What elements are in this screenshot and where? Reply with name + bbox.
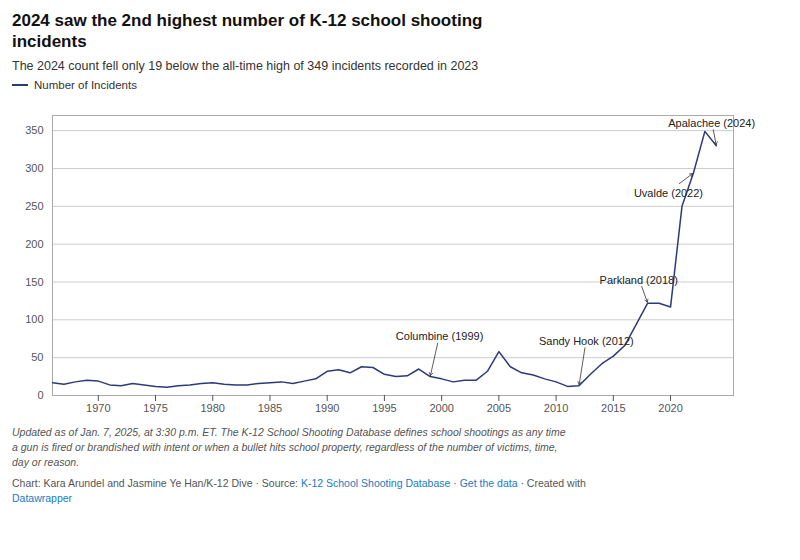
svg-text:300: 300: [25, 161, 43, 173]
svg-text:1975: 1975: [143, 402, 167, 414]
svg-text:Apalachee (2024): Apalachee (2024): [668, 116, 755, 128]
html-text:Number of Incidents: Number of Incidents: [34, 78, 137, 91]
svg-text:50: 50: [31, 351, 43, 363]
svg-text:1970: 1970: [86, 402, 110, 414]
html-text:Updated as of Jan. 7, 2025, at: Updated as of Jan. 7, 2025, at 3:30 p.m.…: [12, 425, 566, 468]
svg-text:1990: 1990: [315, 402, 339, 414]
html-text:Datawrapper: Datawrapper: [12, 492, 73, 505]
svg-text:2010: 2010: [544, 402, 568, 414]
svg-text:0: 0: [37, 389, 43, 401]
html-text:2024 saw the 2nd highest numbe: 2024 saw the 2nd highest number of K-12 …: [12, 11, 483, 52]
html-text:Chart: Kara Arundel and Jasmin: Chart: Kara Arundel and Jasmine Ye Han/K…: [12, 477, 586, 490]
svg-text:350: 350: [25, 124, 43, 136]
svg-text:2005: 2005: [487, 402, 511, 414]
svg-text:Sandy Hook (2012): Sandy Hook (2012): [539, 334, 634, 346]
svg-text:2020: 2020: [658, 402, 682, 414]
svg-text:2015: 2015: [601, 402, 625, 414]
svg-text:2000: 2000: [429, 402, 453, 414]
svg-text:100: 100: [25, 313, 43, 325]
svg-text:200: 200: [25, 237, 43, 249]
svg-text:1980: 1980: [200, 402, 224, 414]
svg-text:250: 250: [25, 199, 43, 211]
svg-text:Uvalde (2022): Uvalde (2022): [634, 187, 703, 199]
svg-text:150: 150: [25, 275, 43, 287]
svg-text:Parkland (2018): Parkland (2018): [600, 273, 678, 285]
svg-text:Columbine (1999): Columbine (1999): [396, 330, 483, 342]
svg-text:1995: 1995: [372, 402, 396, 414]
html-text:The 2024 count fell only 19 be: The 2024 count fell only 19 below the al…: [12, 58, 479, 73]
svg-text:1985: 1985: [258, 402, 282, 414]
